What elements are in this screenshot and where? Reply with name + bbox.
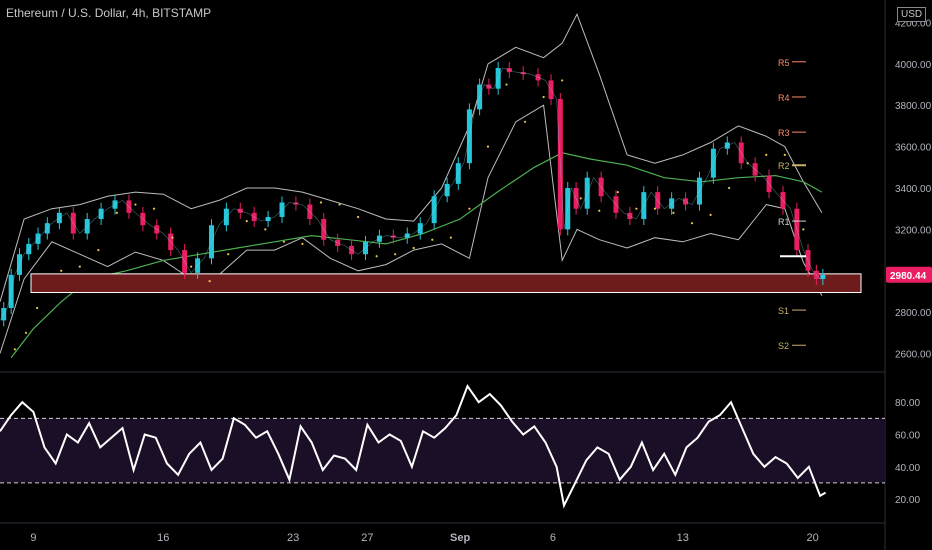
price-tick-label: 2600.00 <box>895 350 932 361</box>
sar-dot <box>709 213 712 216</box>
bollinger-upper-line <box>0 12 823 302</box>
sar-dot <box>690 222 694 225</box>
pivot-label-r5: R5 <box>778 58 790 68</box>
sar-dot <box>635 207 638 210</box>
sar-dot <box>505 83 508 86</box>
rsi-band <box>0 418 885 483</box>
sar-dot <box>431 238 434 241</box>
time-tick-label: 23 <box>287 532 299 544</box>
sar-dot <box>227 253 230 256</box>
price-tick-label: 3400.00 <box>895 184 932 195</box>
price-tick-label: 2800.00 <box>895 308 932 319</box>
sar-dot <box>115 211 118 214</box>
sar-dot <box>598 209 601 212</box>
sar-dot <box>542 95 545 99</box>
sar-dot <box>746 162 749 165</box>
sar-dot <box>264 228 267 231</box>
sar-dot <box>375 255 378 258</box>
sar-dot <box>78 265 81 268</box>
price-tick-label: 3200.00 <box>895 225 932 236</box>
sar-dot <box>319 201 323 204</box>
last-price-label: 2980.44 <box>890 271 927 282</box>
sar-dot <box>171 236 174 239</box>
sar-dot <box>245 220 248 223</box>
sar-dot <box>301 242 304 245</box>
time-tick-label: 6 <box>550 532 556 544</box>
time-tick-label: 9 <box>30 532 36 544</box>
sar-dot <box>60 269 63 272</box>
currency-button[interactable]: USD <box>897 7 927 22</box>
price-tick-label: 3600.00 <box>895 143 932 154</box>
sar-dot <box>783 153 786 156</box>
time-tick-label: 13 <box>677 532 689 544</box>
price-tick-label: 3800.00 <box>895 101 932 112</box>
sar-dot <box>152 207 156 210</box>
sar-dot <box>97 248 100 252</box>
price-tick-label: 4000.00 <box>895 60 932 71</box>
pivot-label-r1: R1 <box>778 217 790 227</box>
rsi-tick-label: 20.00 <box>895 495 920 506</box>
sar-dot <box>394 253 397 256</box>
sar-dot <box>338 203 341 206</box>
sar-dot <box>134 203 137 206</box>
sar-dot <box>13 348 16 351</box>
rsi-tick-label: 60.00 <box>895 430 920 441</box>
pivot-label-r3: R3 <box>778 128 790 138</box>
price-series <box>0 62 826 327</box>
sar-dot <box>561 79 564 82</box>
sar-dot <box>412 246 415 250</box>
sar-dot <box>190 265 193 268</box>
sar-dot <box>449 236 452 239</box>
pivot-label-r2: R2 <box>778 161 790 171</box>
bollinger-lower-line <box>0 104 823 354</box>
support-zone <box>30 273 862 293</box>
sar-dot <box>36 306 39 310</box>
chart-title: Ethereum / U.S. Dollar, 4h, BITSTAMP <box>6 6 212 20</box>
pivot-label-r4: R4 <box>778 93 790 103</box>
time-tick-label: 27 <box>361 532 373 544</box>
sar-dot <box>24 331 28 334</box>
sar-dot <box>523 120 527 123</box>
price-close-line <box>0 67 826 321</box>
time-tick-label: 20 <box>807 532 819 544</box>
time-tick-label: Sep <box>450 532 470 544</box>
rsi-tick-label: 40.00 <box>895 463 920 474</box>
sar-dot <box>653 207 657 210</box>
sar-dot <box>672 211 675 214</box>
price-tick-label: 4200.00 <box>895 18 932 29</box>
sar-dot <box>765 153 768 156</box>
sar-dot <box>728 186 731 190</box>
last-price-tag <box>886 266 932 283</box>
rsi-line <box>0 383 827 509</box>
sar-dot <box>282 240 285 243</box>
sar-dot <box>468 207 471 210</box>
sar-dot <box>486 145 490 148</box>
sar-dot <box>356 215 360 219</box>
sar-dot <box>579 197 582 200</box>
rsi-tick-label: 80.00 <box>895 398 920 409</box>
pivot-label-s2: S2 <box>778 341 789 351</box>
time-tick-label: 16 <box>157 532 169 544</box>
sar-dot <box>616 191 619 194</box>
sar-dot <box>208 280 211 283</box>
pivot-label-s1: S1 <box>778 306 789 316</box>
sar-dot <box>802 228 805 231</box>
